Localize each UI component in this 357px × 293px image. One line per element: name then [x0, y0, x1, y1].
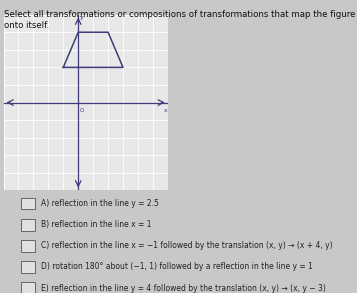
- Text: C) reflection in the line x = −1 followed by the translation (x, y) → (x + 4, y): C) reflection in the line x = −1 followe…: [41, 241, 333, 250]
- Text: Select all transformations or compositions of transformations that map the figur: Select all transformations or compositio…: [4, 10, 355, 30]
- Text: E) reflection in the line y = 4 followed by the translation (x, y) → (x, y − 3): E) reflection in the line y = 4 followed…: [41, 284, 326, 292]
- Bar: [21, 261, 35, 273]
- Bar: [21, 282, 35, 293]
- Text: y: y: [80, 15, 84, 20]
- Bar: [21, 219, 35, 231]
- Text: D) rotation 180° about (−1, 1) followed by a reflection in the line y = 1: D) rotation 180° about (−1, 1) followed …: [41, 263, 313, 271]
- Text: x: x: [164, 108, 167, 113]
- Text: O: O: [80, 108, 84, 113]
- Text: B) reflection in the line x = 1: B) reflection in the line x = 1: [41, 220, 152, 229]
- Bar: [21, 240, 35, 252]
- Text: A) reflection in the line y = 2.5: A) reflection in the line y = 2.5: [41, 199, 159, 208]
- Bar: [21, 198, 35, 209]
